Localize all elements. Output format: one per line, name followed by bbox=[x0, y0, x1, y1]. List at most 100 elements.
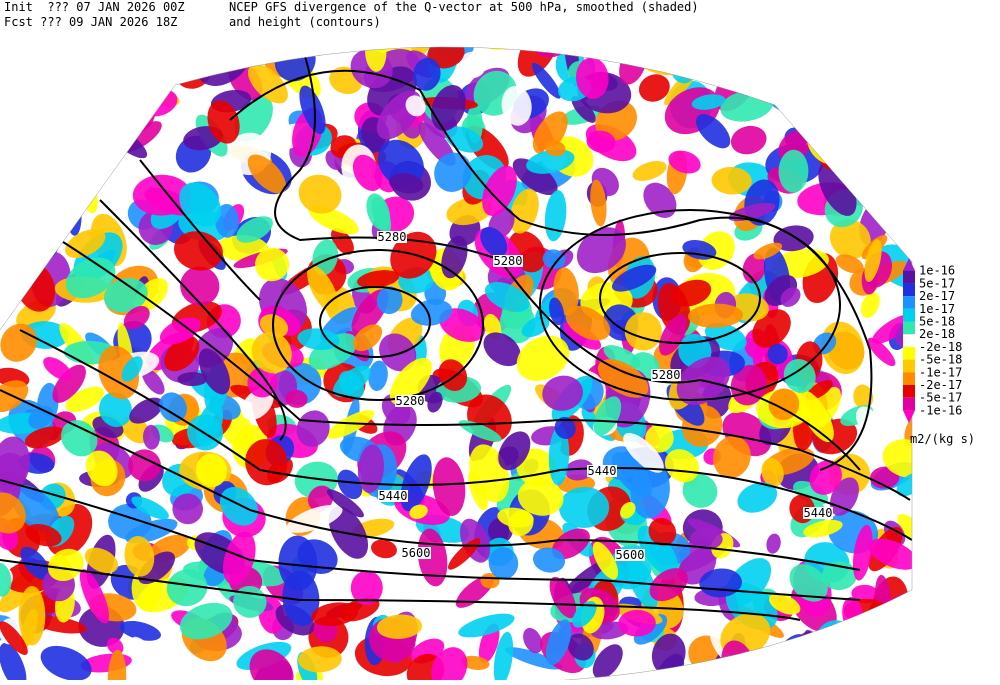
shade-blob bbox=[542, 249, 566, 269]
shade-blob bbox=[413, 57, 441, 91]
shade-blob bbox=[711, 166, 752, 195]
legend-swatch bbox=[903, 334, 915, 347]
shade-blob bbox=[128, 449, 161, 482]
shade-blob bbox=[143, 424, 160, 450]
shade-blob bbox=[40, 645, 92, 681]
shade-blob bbox=[851, 584, 880, 604]
shade-blob bbox=[431, 85, 466, 131]
contour-line bbox=[229, 69, 873, 471]
shade-blob bbox=[353, 324, 383, 352]
shade-blob bbox=[298, 174, 342, 214]
shade-blob bbox=[0, 562, 12, 597]
shade-blob bbox=[761, 458, 784, 487]
legend-swatch bbox=[903, 410, 915, 424]
shade-blob bbox=[198, 348, 231, 395]
legend-label: 1e-17 bbox=[919, 302, 955, 316]
shade-blob bbox=[526, 149, 575, 174]
shade-blob bbox=[659, 314, 688, 356]
contour-label: 5440 bbox=[379, 489, 408, 503]
shade-blob bbox=[0, 492, 26, 534]
shade-blob bbox=[753, 242, 783, 260]
shade-blob bbox=[255, 247, 290, 282]
contour-label-bg bbox=[377, 231, 407, 243]
contours bbox=[0, 46, 912, 621]
shade-blob bbox=[18, 585, 46, 646]
contour-label: 5280 bbox=[652, 368, 681, 382]
shade-blob bbox=[327, 410, 375, 439]
shade-blob bbox=[483, 332, 521, 367]
shade-blob bbox=[852, 524, 873, 581]
shade-blob bbox=[554, 416, 576, 440]
contour-label-bg bbox=[651, 369, 681, 381]
shade-blob bbox=[332, 365, 371, 397]
shade-blob bbox=[593, 396, 622, 436]
shade-blob bbox=[219, 487, 259, 526]
contour-line bbox=[272, 249, 484, 401]
shade-blob bbox=[768, 593, 801, 615]
shade-blob bbox=[446, 197, 493, 226]
shade-blob bbox=[458, 420, 502, 442]
shade-blob bbox=[523, 627, 543, 654]
shade-blob bbox=[99, 392, 133, 428]
shade-blob bbox=[532, 547, 566, 573]
shade-blob bbox=[85, 450, 118, 487]
contour-label: 5280 bbox=[494, 254, 523, 268]
shade-blob bbox=[0, 436, 30, 493]
shade-blob bbox=[166, 569, 208, 607]
shade-blob bbox=[651, 633, 686, 675]
shade-blob bbox=[897, 514, 912, 545]
shade-blob bbox=[223, 531, 256, 585]
shade-blob bbox=[783, 358, 816, 393]
legend-swatch bbox=[903, 258, 915, 271]
shade-blob bbox=[427, 391, 443, 413]
shade-blob bbox=[664, 449, 700, 483]
shade-blob bbox=[103, 278, 148, 313]
shade-blob bbox=[592, 541, 619, 580]
shade-blob bbox=[766, 533, 781, 554]
shade-blob bbox=[567, 633, 594, 661]
shade-blob bbox=[809, 460, 842, 495]
shade-blob bbox=[896, 472, 912, 497]
shade-blob bbox=[590, 179, 607, 227]
shade-blob bbox=[505, 647, 563, 670]
shade-blob bbox=[434, 152, 472, 192]
shade-blob bbox=[164, 336, 200, 372]
shade-blob bbox=[789, 564, 828, 602]
shade-blob bbox=[752, 309, 791, 348]
shade-blob bbox=[488, 547, 519, 580]
shade-blob bbox=[297, 328, 340, 350]
shade-blob bbox=[441, 235, 468, 279]
shade-blob bbox=[247, 367, 278, 398]
legend-swatch bbox=[903, 296, 915, 309]
shade-blob bbox=[517, 478, 564, 516]
shade-blob bbox=[853, 384, 874, 410]
shade-blob bbox=[532, 111, 568, 155]
shade-blob bbox=[618, 609, 656, 637]
shade-blob bbox=[482, 165, 517, 216]
title: NCEP GFS divergence of the Q-vector at 5… bbox=[229, 0, 699, 14]
contour-label: 5600 bbox=[616, 548, 645, 562]
shade-blob bbox=[668, 150, 701, 174]
shade-blob bbox=[549, 576, 577, 619]
shade-blob bbox=[357, 270, 400, 289]
shade-blob bbox=[25, 524, 62, 547]
shade-blob bbox=[460, 655, 490, 670]
shade-blob bbox=[65, 386, 105, 413]
legend-unit: m2/(kg s) bbox=[910, 432, 975, 446]
contour-label-bg bbox=[493, 255, 523, 267]
shade-blob bbox=[177, 372, 209, 387]
contour-line bbox=[0, 479, 861, 601]
shade-blob bbox=[493, 631, 514, 684]
shade-blob bbox=[597, 359, 649, 398]
contour-line bbox=[19, 329, 912, 541]
contour-line bbox=[539, 209, 841, 401]
shade-blob bbox=[251, 331, 292, 374]
shade-blob bbox=[121, 356, 143, 382]
shade-blob bbox=[773, 225, 814, 252]
shade-blob bbox=[545, 619, 572, 665]
shade-blob bbox=[405, 95, 426, 117]
contour-label-bg bbox=[803, 507, 833, 519]
legend-label: 5e-17 bbox=[919, 276, 955, 290]
shade-blob bbox=[508, 510, 534, 536]
shade-blob bbox=[409, 504, 428, 519]
